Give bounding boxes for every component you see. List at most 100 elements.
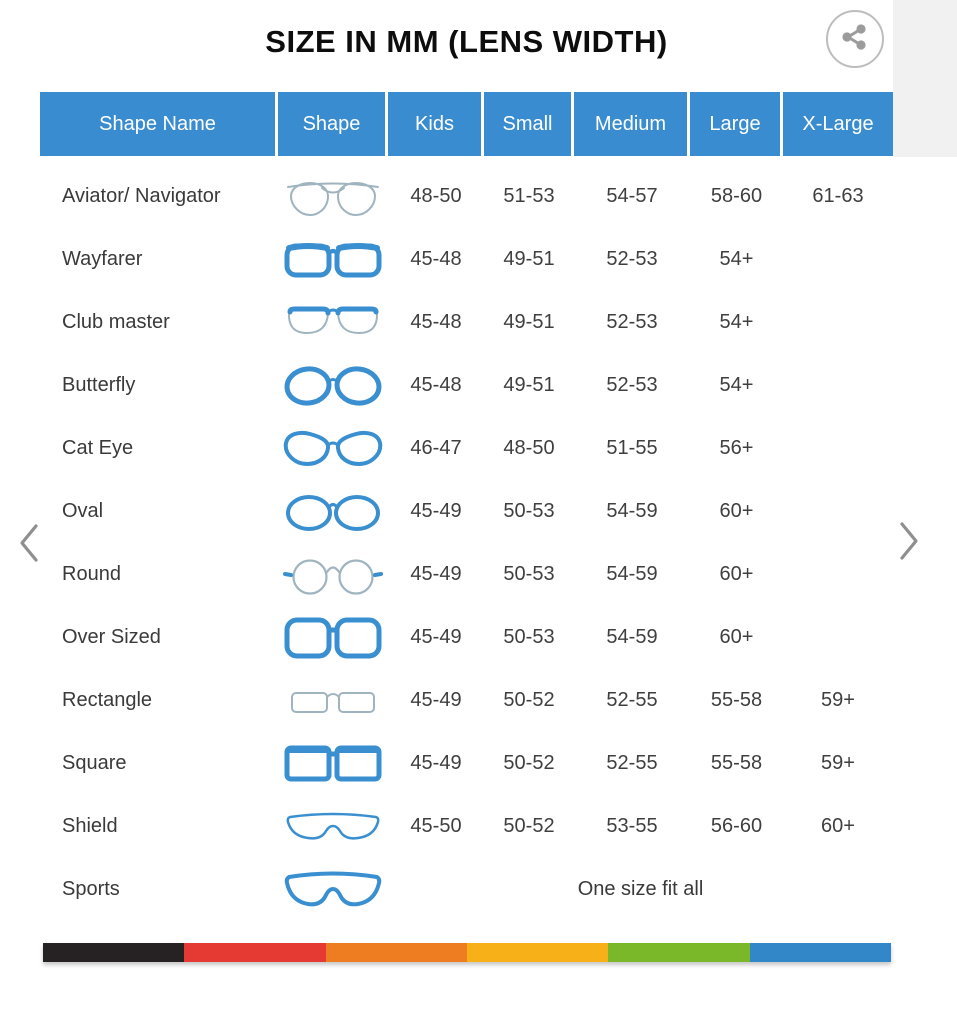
stripe-segment-black: [43, 943, 185, 962]
table-row: Club master 45-48 49-51 52-53 54+: [40, 291, 893, 354]
share-icon: [838, 20, 872, 59]
table-row: Wayfarer 45-48 49-51 52-53 54+: [40, 228, 893, 291]
size-medium: 52-53: [606, 248, 658, 270]
table-row: Oval 45-49 50-53 54-59 60+: [40, 480, 893, 543]
size-small: 49-51: [503, 311, 555, 333]
size-small: 48-50: [503, 437, 555, 459]
size-kids: 45-48: [410, 311, 462, 333]
shape-name: Club master: [62, 311, 170, 333]
size-large: 54+: [719, 374, 754, 396]
shape-name: Round: [62, 563, 121, 585]
size-kids: 45-49: [410, 689, 462, 711]
shape-name: Cat Eye: [62, 437, 134, 459]
size-small: 50-52: [503, 689, 555, 711]
table-row: Cat Eye 46-47 48-50 51-55 56+: [40, 417, 893, 480]
one-size-note: One size fit all: [577, 878, 704, 900]
column-header-shape: Shape: [278, 92, 388, 156]
shape-name: Sports: [62, 878, 120, 900]
size-large: 60+: [719, 500, 754, 522]
size-small: 49-51: [503, 248, 555, 270]
chevron-right-icon: [896, 522, 922, 566]
shield-glasses-icon: [278, 804, 388, 850]
stripe-segment-green: [608, 943, 750, 962]
shape-name: Square: [62, 752, 127, 774]
table-row: Sports One size fit all: [40, 858, 893, 921]
size-small: 49-51: [503, 374, 555, 396]
size-kids: 45-50: [410, 815, 462, 837]
size-kids: 45-49: [410, 563, 462, 585]
column-header-kids: Kids: [388, 92, 484, 156]
size-small: 50-53: [503, 500, 555, 522]
table-row: Square 45-49 50-52 52-55 55-58 59+: [40, 732, 893, 795]
round-glasses-icon: [278, 552, 388, 598]
page-title: SIZE IN MM (LENS WIDTH): [265, 24, 668, 59]
stripe-segment-blue: [749, 943, 891, 962]
carousel-next-button[interactable]: [896, 519, 922, 566]
size-small: 50-52: [503, 752, 555, 774]
size-small: 51-53: [503, 185, 555, 207]
oversized-glasses-icon: [278, 615, 388, 661]
column-header-shape-name: Shape Name: [40, 92, 278, 156]
sports-glasses-icon: [278, 867, 388, 913]
size-kids: 45-48: [410, 248, 462, 270]
size-large: 60+: [719, 626, 754, 648]
butterfly-glasses-icon: [278, 363, 388, 409]
size-medium: 52-53: [606, 311, 658, 333]
size-medium: 52-55: [606, 752, 658, 774]
shape-name: Wayfarer: [62, 248, 143, 270]
size-small: 50-52: [503, 815, 555, 837]
rectangle-glasses-icon: [278, 678, 388, 724]
size-kids: 45-49: [410, 500, 462, 522]
size-medium: 53-55: [606, 815, 658, 837]
size-medium: 54-59: [606, 626, 658, 648]
column-header-small: Small: [484, 92, 574, 156]
size-kids: 45-49: [410, 626, 462, 648]
table-row: Butterfly 45-48 49-51 52-53 54+: [40, 354, 893, 417]
carousel-next-card-edge: [893, 0, 957, 157]
stripe-segment-orange: [325, 943, 467, 962]
share-button[interactable]: [826, 10, 884, 68]
size-xlarge: 59+: [821, 689, 855, 711]
size-large: 55-58: [710, 752, 763, 774]
size-large: 58-60: [710, 185, 763, 207]
shape-name: Aviator/ Navigator: [62, 185, 221, 207]
size-large: 55-58: [710, 689, 763, 711]
carousel-prev-button[interactable]: [16, 521, 42, 568]
size-large: 56+: [719, 437, 754, 459]
size-medium: 54-57: [606, 185, 658, 207]
size-xlarge: 61-63: [812, 185, 864, 207]
size-large: 54+: [719, 311, 754, 333]
column-header-medium: Medium: [574, 92, 690, 156]
chevron-left-icon: [16, 524, 42, 568]
shape-name: Oval: [62, 500, 104, 522]
size-medium: 52-53: [606, 374, 658, 396]
stripe-segment-red: [184, 943, 326, 962]
size-small: 50-53: [503, 563, 555, 585]
clubmaster-glasses-icon: [278, 300, 388, 346]
table-header-row: Shape Name Shape Kids Small Medium Large…: [40, 92, 893, 156]
oval-glasses-icon: [278, 489, 388, 535]
aviator-glasses-icon: [278, 174, 388, 220]
size-kids: 46-47: [410, 437, 462, 459]
shape-name: Shield: [62, 815, 118, 837]
size-kids: 45-49: [410, 752, 462, 774]
shape-name: Over Sized: [62, 626, 161, 648]
size-large: 56-60: [710, 815, 763, 837]
column-header-large: Large: [690, 92, 783, 156]
shape-name: Butterfly: [62, 374, 136, 396]
size-large: 54+: [719, 248, 754, 270]
brand-color-stripe: [43, 943, 891, 962]
table-row: Over Sized 45-49 50-53 54-59 60+: [40, 606, 893, 669]
square-glasses-icon: [278, 741, 388, 787]
size-xlarge: 59+: [821, 752, 855, 774]
column-header-xlarge: X-Large: [802, 112, 874, 135]
table-row: Rectangle 45-49 50-52 52-55 55-58 59+: [40, 669, 893, 732]
size-medium: 54-59: [606, 500, 658, 522]
table-row: Aviator/ Navigator 48-50 51-53 54-57 58-…: [40, 165, 893, 228]
cateye-glasses-icon: [278, 426, 388, 472]
size-medium: 51-55: [606, 437, 658, 459]
table-row: Round 45-49 50-53 54-59 60+: [40, 543, 893, 606]
size-kids: 45-48: [410, 374, 462, 396]
wayfarer-glasses-icon: [278, 237, 388, 283]
size-medium: 54-59: [606, 563, 658, 585]
